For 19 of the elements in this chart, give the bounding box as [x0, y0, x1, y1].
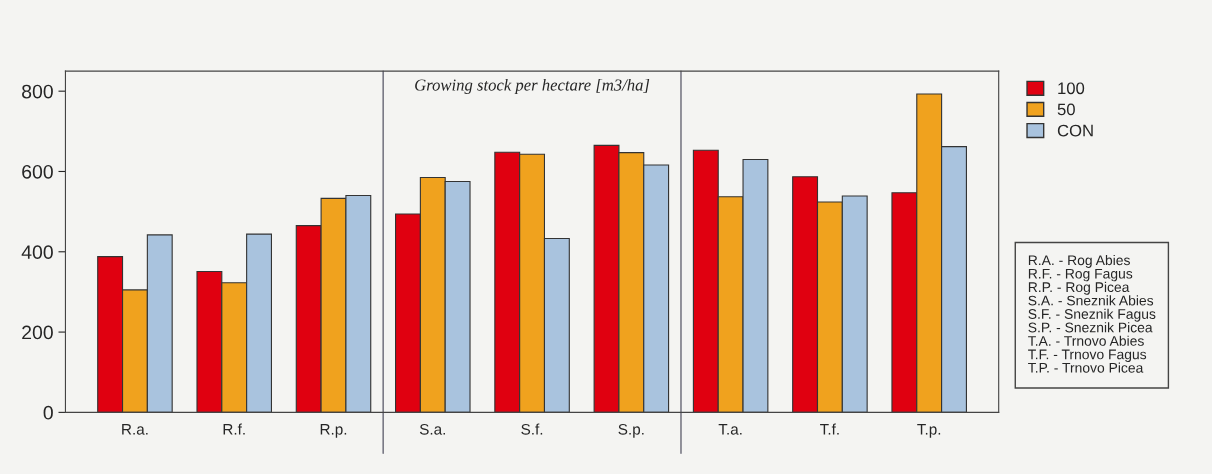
x-tick-label: S.p. [618, 423, 644, 438]
x-tick-label: T.f. [820, 423, 839, 435]
x-tick-label: S.a. [419, 423, 445, 435]
x-tick-label: R.p. [320, 424, 347, 438]
x-tick-label: T.a. [718, 424, 742, 435]
y-tick-label: 0 [43, 405, 53, 420]
text: R.A. - Rog Abies R.F. - Rog Fagus R.P. - Rog Picea S.A. - Sneznik Abies S.F. - Sneznik Fagus S.P. - Sneznik Picea T.A. - Trnovo Abies T.F. - Trnovo Fagus T.P. - Trnovo Picea [1028, 254, 1156, 373]
legend-label: 50 [1057, 103, 1075, 116]
x-tick-label: S.f. [521, 423, 543, 435]
x-tick-label: R.f. [223, 423, 245, 435]
y-tick-label: 200 [22, 325, 53, 340]
x-tick-label: R.a. [122, 424, 148, 435]
legend-label: CON [1057, 124, 1093, 137]
x-tick-label: T.p. [917, 424, 941, 438]
legend-label: 100 [1058, 82, 1085, 95]
chart-title: Growing stock per hectare [m3/ha] [415, 78, 650, 95]
y-tick-label: 400 [21, 245, 53, 260]
y-tick-label: 600 [22, 164, 53, 179]
y-tick-label: 800 [22, 84, 53, 99]
